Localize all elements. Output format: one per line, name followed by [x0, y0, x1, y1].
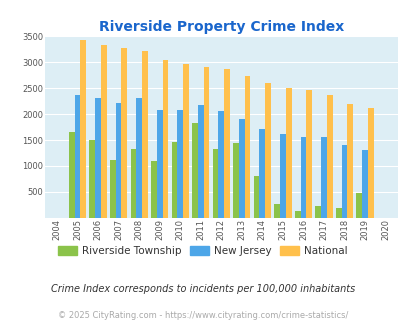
- Bar: [264, 83, 270, 218]
- Bar: [356, 193, 361, 218]
- Bar: [367, 108, 373, 218]
- Bar: [279, 134, 285, 218]
- Bar: [162, 60, 168, 218]
- Legend: Riverside Township, New Jersey, National: Riverside Township, New Jersey, National: [54, 242, 351, 260]
- Bar: [300, 137, 305, 218]
- Bar: [315, 206, 320, 218]
- Bar: [212, 149, 218, 218]
- Bar: [335, 208, 341, 218]
- Bar: [218, 111, 224, 218]
- Bar: [224, 70, 229, 218]
- Bar: [130, 149, 136, 218]
- Bar: [294, 211, 300, 218]
- Bar: [115, 103, 121, 218]
- Bar: [285, 88, 291, 218]
- Bar: [136, 98, 142, 218]
- Bar: [347, 104, 352, 218]
- Bar: [203, 67, 209, 218]
- Bar: [75, 95, 80, 218]
- Bar: [326, 95, 332, 218]
- Bar: [171, 142, 177, 218]
- Bar: [253, 176, 259, 218]
- Bar: [232, 143, 238, 218]
- Bar: [238, 119, 244, 218]
- Bar: [110, 160, 115, 218]
- Bar: [156, 110, 162, 218]
- Bar: [183, 64, 188, 218]
- Bar: [341, 145, 347, 218]
- Text: © 2025 CityRating.com - https://www.cityrating.com/crime-statistics/: © 2025 CityRating.com - https://www.city…: [58, 312, 347, 320]
- Bar: [197, 105, 203, 218]
- Bar: [69, 132, 75, 218]
- Bar: [192, 123, 197, 218]
- Bar: [273, 204, 279, 218]
- Title: Riverside Property Crime Index: Riverside Property Crime Index: [98, 20, 343, 34]
- Bar: [89, 140, 95, 218]
- Bar: [151, 161, 156, 218]
- Bar: [80, 41, 86, 218]
- Bar: [320, 137, 326, 218]
- Bar: [101, 45, 107, 218]
- Bar: [142, 51, 147, 218]
- Bar: [259, 129, 264, 218]
- Bar: [121, 48, 127, 218]
- Bar: [177, 110, 183, 218]
- Bar: [95, 98, 101, 218]
- Text: Crime Index corresponds to incidents per 100,000 inhabitants: Crime Index corresponds to incidents per…: [51, 284, 354, 294]
- Bar: [244, 76, 250, 218]
- Bar: [361, 150, 367, 218]
- Bar: [305, 90, 311, 218]
